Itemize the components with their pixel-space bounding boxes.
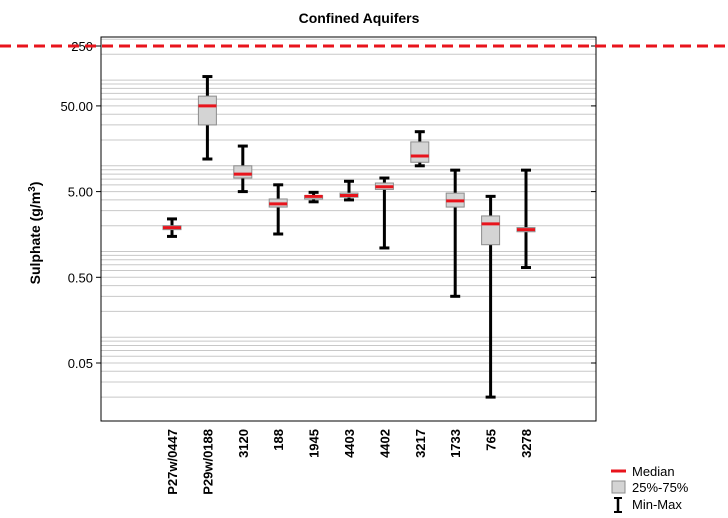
legend-median-label: Median [632,464,675,479]
boxes-layer [162,75,536,399]
legend-box-label: 25%-75% [632,480,689,495]
y-tick-label: 0.05 [68,356,93,371]
iqr-box [197,95,217,126]
x-tick-label: 1733 [448,429,463,458]
x-tick-label: 1945 [307,429,322,458]
x-tick-label: P29w/0188 [200,429,215,495]
x-tick-label: 3217 [413,429,428,458]
box-4403 [339,179,359,202]
x-tick-label: P27w/0447 [165,429,180,495]
box-1733 [445,168,465,298]
chart-title: Confined Aquifers [299,10,420,26]
y-tick-label: 250 [71,39,93,54]
legend-minmax-label: Min-Max [632,497,682,512]
y-tick-label: 5.00 [68,185,93,200]
y-axis-label-superscript: 3 [27,186,38,192]
y-axis-ticks: 250 50.00 5.00 0.50 0.05 [60,39,596,371]
y-axis-label: Sulphate (g/m3) [27,182,43,285]
box-188 [268,183,288,236]
box-4402 [374,176,394,250]
y-axis-label-text: Sulphate (g/m [27,192,43,285]
x-tick-label: 4403 [342,429,357,458]
y-axis-label-close: ) [27,182,43,187]
legend-box-swatch [611,480,626,494]
y-tick-label: 50.00 [60,99,93,114]
iqr-box [481,215,501,246]
iqr-box [410,141,430,163]
box-765 [481,194,501,399]
x-tick-label: 188 [271,429,286,451]
y-tick-label: 0.50 [68,270,93,285]
box-p27w0447 [162,217,182,238]
box-p29w0188 [197,75,217,161]
box-3120 [233,144,253,194]
x-axis-ticks: P27w/0447 P29w/0188 3120 188 1945 4403 4402 321… [165,429,534,495]
x-tick-label: 3278 [519,429,534,458]
box-3217 [410,130,430,168]
plot-frame [100,36,597,422]
iqr-box [233,165,253,179]
box-1945 [304,190,324,204]
x-tick-label: 765 [484,429,499,451]
x-tick-label: 3120 [236,429,251,458]
x-tick-label: 4402 [377,429,392,458]
box-3278 [516,168,536,270]
